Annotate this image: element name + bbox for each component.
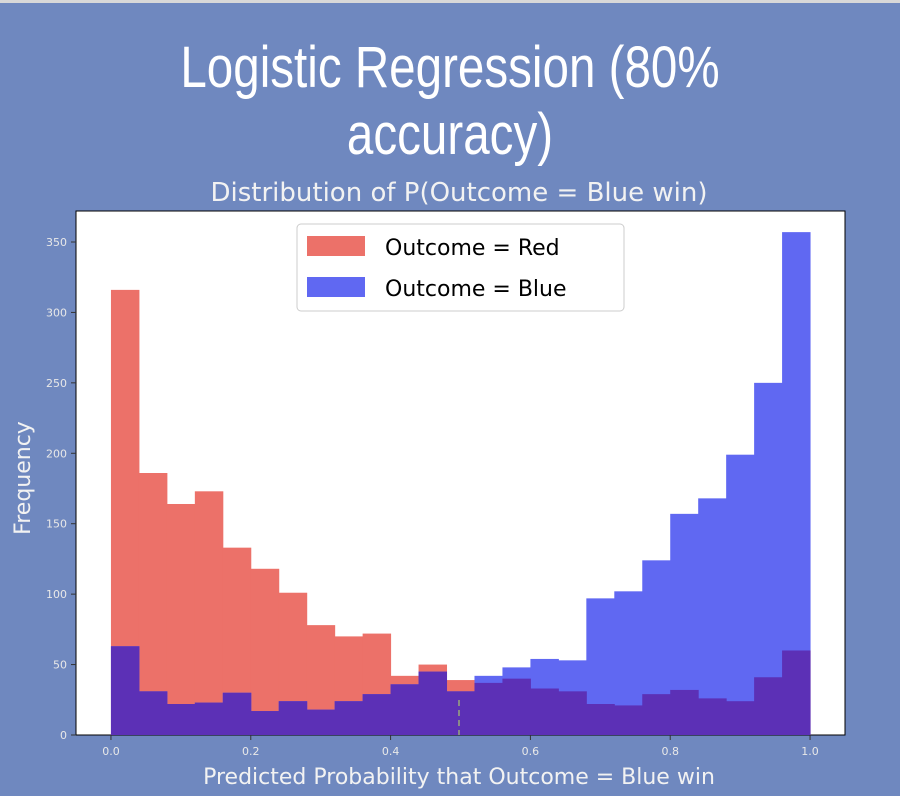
bar-overlap: [502, 678, 531, 735]
x-axis-ticks: 0.0 0.2 0.4 0.6 0.8 1.0: [102, 735, 819, 758]
bar-overlap: [474, 682, 503, 735]
legend-label-blue: Outcome = Blue: [385, 277, 567, 302]
y-tick-label: 300: [46, 306, 67, 319]
y-tick-label: 50: [53, 659, 67, 672]
bar-overlap: [558, 691, 587, 735]
bar-overlap: [530, 688, 559, 735]
bar-blue: [698, 498, 727, 735]
x-tick-label: 0.4: [382, 745, 400, 758]
y-tick-label: 350: [46, 236, 67, 249]
bar-overlap: [194, 702, 224, 735]
bar-red: [166, 503, 196, 735]
legend-swatch-red: [307, 236, 365, 256]
y-tick-label: 150: [46, 518, 67, 531]
y-tick-label: 200: [46, 447, 67, 460]
x-tick-label: 0.2: [242, 745, 260, 758]
x-tick-label: 0.6: [522, 745, 540, 758]
y-tick-label: 100: [46, 588, 67, 601]
x-tick-label: 1.0: [801, 745, 819, 758]
bar-overlap: [166, 704, 196, 735]
bar-overlap: [418, 671, 448, 735]
legend-label-red: Outcome = Red: [385, 236, 560, 261]
bar-overlap: [250, 711, 280, 735]
bar-overlap: [446, 691, 475, 735]
bar-overlap: [390, 684, 420, 735]
x-tick-label: 0.0: [102, 745, 120, 758]
y-tick-label: 250: [46, 377, 67, 390]
overlap-bars: [110, 646, 811, 735]
x-tick-label: 0.8: [661, 745, 679, 758]
slide-title: Logistic Regression (80% accuracy): [180, 35, 720, 167]
bar-overlap: [586, 704, 615, 735]
bar-overlap: [110, 646, 140, 735]
top-rule: [0, 0, 900, 3]
bar-overlap: [670, 689, 699, 735]
legend-swatch-blue: [307, 277, 365, 297]
bar-blue: [754, 382, 783, 735]
bar-red: [194, 491, 224, 735]
bar-overlap: [754, 677, 783, 735]
bar-overlap: [222, 692, 252, 735]
legend: Outcome = Red Outcome = Blue: [296, 223, 625, 312]
bar-overlap: [726, 701, 755, 735]
bar-overlap: [362, 694, 392, 735]
bar-overlap: [138, 691, 168, 735]
legend-box: [296, 223, 625, 312]
bar-overlap: [306, 709, 336, 735]
chart-title: Distribution of P(Outcome = Blue win): [211, 178, 708, 208]
bar-blue: [726, 454, 755, 735]
y-axis-label: Frequency: [11, 421, 36, 535]
bar-overlap: [698, 698, 727, 735]
bar-overlap: [782, 650, 811, 735]
bar-overlap: [642, 694, 671, 735]
bar-overlap: [614, 705, 643, 735]
x-axis-label: Predicted Probability that Outcome = Blu…: [203, 765, 715, 790]
y-axis-ticks: 0 50 100 150 200 250 300 350: [46, 236, 76, 742]
y-tick-label: 0: [60, 729, 67, 742]
bar-red: [250, 568, 280, 735]
bar-overlap: [334, 701, 364, 735]
bar-overlap: [278, 701, 308, 735]
